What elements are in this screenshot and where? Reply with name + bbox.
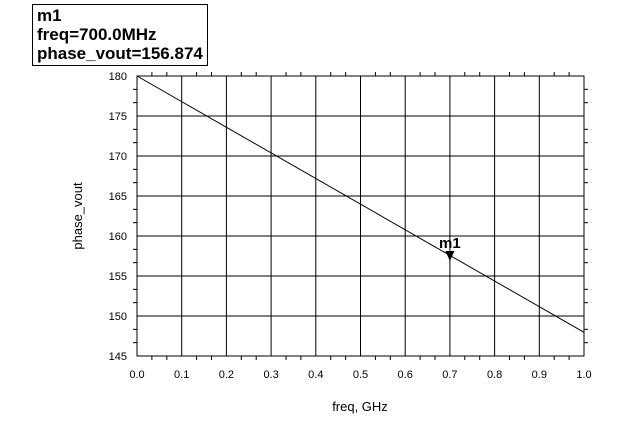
- x-tick-label: 0.9: [532, 369, 547, 381]
- marker-readout-value: phase_vout=156.874: [37, 44, 203, 63]
- y-tick-label: 160: [109, 231, 127, 243]
- series-line-phase-vout: [136, 75, 585, 333]
- y-tick-label: 165: [109, 191, 127, 203]
- gridlines: [137, 76, 584, 356]
- marker-readout-name: m1: [37, 6, 62, 25]
- marker-m1-label: m1: [439, 235, 461, 252]
- x-tick-label: 0.1: [174, 369, 189, 381]
- ticks: [133, 72, 588, 360]
- series-group: [136, 75, 585, 333]
- x-tick-label: 0.2: [219, 369, 234, 381]
- y-tick-label: 145: [109, 351, 127, 363]
- x-tick-label: 0.4: [308, 369, 323, 381]
- x-tick-label: 0.7: [442, 369, 457, 381]
- y-axis-label: phase_vout: [70, 182, 85, 250]
- x-tick-label: 0.6: [398, 369, 413, 381]
- tick-labels: 0.0 0.1 0.2 0.3 0.4 0.5 0.6 0.7 0.8 0.9 1.0 145 150 1…: [109, 71, 592, 381]
- y-tick-label: 175: [109, 111, 127, 123]
- marker-readout-freq: freq=700.0MHz: [37, 25, 157, 44]
- x-axis-label: freq, GHz: [332, 399, 388, 414]
- y-tick-label: 155: [109, 271, 127, 283]
- x-tick-label: 0.5: [353, 369, 368, 381]
- y-tick-label: 170: [109, 151, 127, 163]
- x-tick-label: 0.3: [263, 369, 278, 381]
- y-tick-label: 180: [109, 71, 127, 83]
- marker-readout-box: m1 freq=700.0MHz phase_vout=156.874: [32, 4, 208, 66]
- x-tick-label: 1.0: [576, 369, 591, 381]
- y-tick-label: 150: [109, 311, 127, 323]
- x-tick-label: 0.0: [129, 369, 144, 381]
- marker-group: m1: [439, 235, 461, 262]
- x-tick-label: 0.8: [487, 369, 502, 381]
- marker-m1-triangle: [445, 251, 455, 262]
